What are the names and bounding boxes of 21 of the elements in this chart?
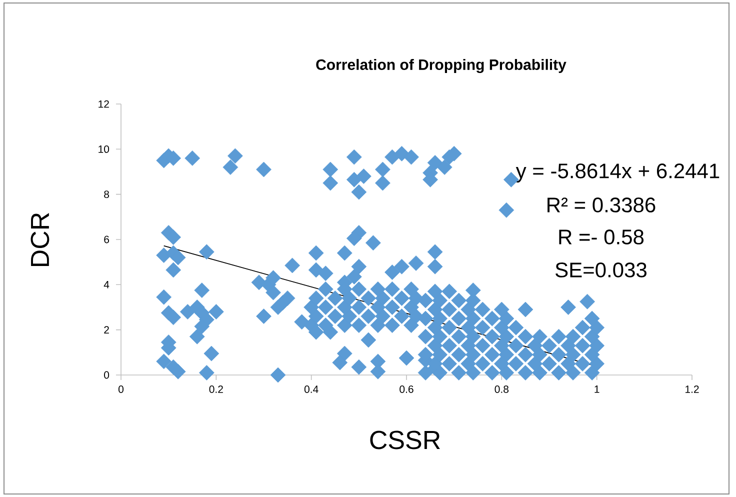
annotation: SE=0.033 [556,262,646,278]
annotation: y = -5.8614x + 6.2441 [516,163,720,182]
x-tick-label: 1 [594,386,600,393]
y-tick-label: 0 [104,371,110,379]
y-tick-label: 4 [104,281,110,288]
x-tick-label: 1.2 [686,386,699,393]
y-tick-label: 6 [104,236,110,244]
y-tick-label: 12 [98,100,109,108]
annotation: R² = 0.3386 [548,198,656,212]
x-tick-label: 0 [118,386,124,393]
annotation: R =- 0.58 [559,230,644,244]
y-tick-label: 2 [104,326,109,334]
chart-title: Correlation of Dropping Probability [316,58,566,74]
x-axis-title: CSSR [370,430,440,450]
x-tick-label: 0.4 [304,386,318,393]
y-tick-label: 10 [98,145,110,153]
y-axis-title: DCR [30,213,50,266]
x-tick-label: 0.8 [494,386,509,393]
x-tick-label: 0.2 [209,386,223,393]
y-tick-label: 8 [104,190,110,198]
x-tick-label: 0.6 [400,386,414,393]
